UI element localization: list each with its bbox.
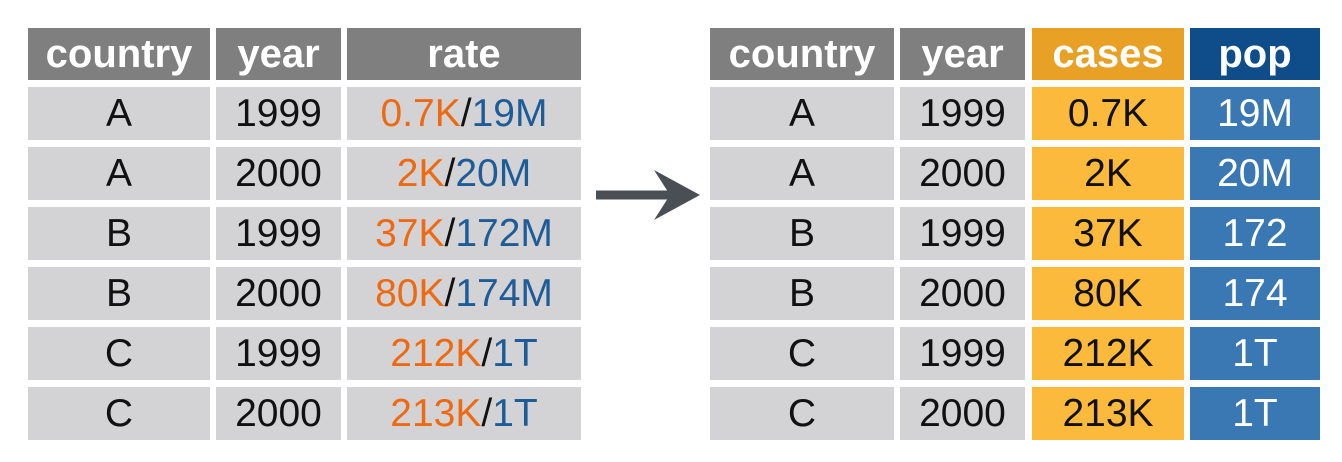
right-cell-pop: 174 [1190, 267, 1320, 320]
left-cell-country: B [28, 267, 210, 320]
left-cell-rate: 2K/20M [347, 147, 581, 200]
rate-pop: 20M [455, 151, 532, 195]
left-header-country: country [28, 28, 210, 80]
right-cell-cases: 80K [1032, 267, 1184, 320]
rate-cases: 80K [375, 271, 445, 315]
right-cell-pop: 1T [1190, 327, 1320, 380]
rate-cases: 213K [390, 391, 482, 435]
right-cell-year: 2000 [900, 387, 1025, 440]
left-cell-rate: 0.7K/19M [347, 87, 581, 140]
right-cell-country: B [710, 267, 894, 320]
rate-pop: 172M [455, 211, 553, 255]
right-cell-pop: 172 [1190, 207, 1320, 260]
left-cell-year: 1999 [216, 327, 341, 380]
rate-separator: / [481, 391, 493, 435]
left-cell-year: 2000 [216, 147, 341, 200]
right-cell-country: B [710, 207, 894, 260]
right-cell-country: A [710, 87, 894, 140]
left-cell-rate: 37K/172M [347, 207, 581, 260]
right-header-cases: cases [1032, 28, 1184, 80]
right-cell-country: C [710, 327, 894, 380]
rate-separator: / [444, 211, 456, 255]
left-cell-country: C [28, 387, 210, 440]
left-cell-year: 2000 [216, 267, 341, 320]
left-cell-country: B [28, 207, 210, 260]
right-cell-cases: 213K [1032, 387, 1184, 440]
right-cell-year: 2000 [900, 147, 1025, 200]
right-cell-cases: 2K [1032, 147, 1184, 200]
right-header-year: year [900, 28, 1025, 80]
right-header-country: country [710, 28, 894, 80]
left-cell-year: 1999 [216, 207, 341, 260]
rate-separator: / [481, 331, 493, 375]
left-header-year: year [216, 28, 341, 80]
rate-pop: 1T [492, 391, 538, 435]
left-cell-year: 1999 [216, 87, 341, 140]
right-cell-year: 1999 [900, 207, 1025, 260]
left-cell-country: C [28, 327, 210, 380]
rate-separator: / [444, 271, 456, 315]
right-cell-year: 1999 [900, 87, 1025, 140]
right-cell-cases: 0.7K [1032, 87, 1184, 140]
left-header-rate: rate [347, 28, 581, 80]
rate-cases: 212K [390, 331, 482, 375]
right-cell-pop: 1T [1190, 387, 1320, 440]
rate-pop: 1T [492, 331, 538, 375]
left-cell-country: A [28, 147, 210, 200]
left-cell-year: 2000 [216, 387, 341, 440]
rate-pop: 19M [471, 91, 548, 135]
right-cell-country: C [710, 387, 894, 440]
rate-separator: / [444, 151, 456, 195]
right-cell-year: 2000 [900, 267, 1025, 320]
rate-pop: 174M [455, 271, 553, 315]
right-header-pop: pop [1190, 28, 1320, 80]
rate-separator: / [460, 91, 472, 135]
left-cell-rate: 212K/1T [347, 327, 581, 380]
right-cell-pop: 19M [1190, 87, 1320, 140]
left-cell-country: A [28, 87, 210, 140]
right-cell-year: 1999 [900, 327, 1025, 380]
left-cell-rate: 80K/174M [347, 267, 581, 320]
left-cell-rate: 213K/1T [347, 387, 581, 440]
right-cell-cases: 37K [1032, 207, 1184, 260]
right-cell-country: A [710, 147, 894, 200]
rate-cases: 37K [375, 211, 445, 255]
right-cell-pop: 20M [1190, 147, 1320, 200]
rate-cases: 2K [396, 151, 445, 195]
right-arrow-icon [596, 170, 700, 220]
rate-cases: 0.7K [380, 91, 461, 135]
right-cell-cases: 212K [1032, 327, 1184, 380]
